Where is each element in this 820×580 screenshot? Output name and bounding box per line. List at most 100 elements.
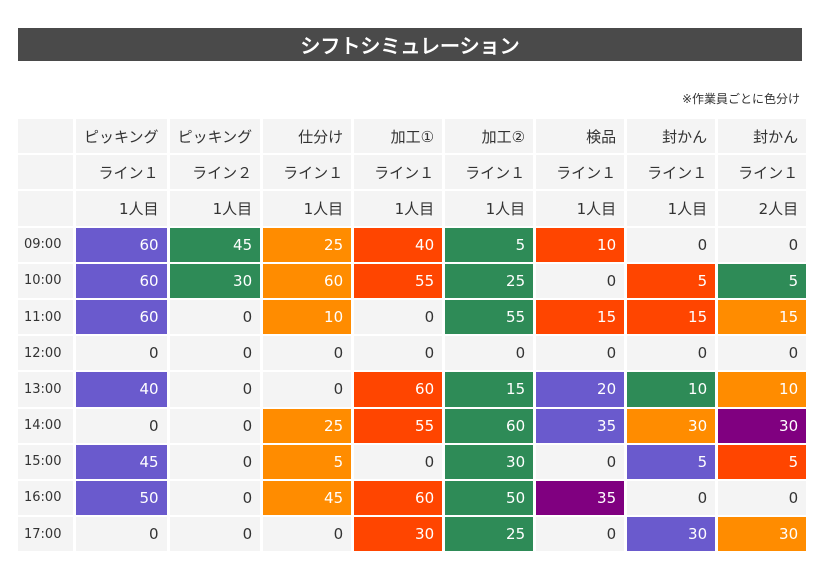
table-row: 09:00 60 45 25 40 5 10 0 0 [18,227,807,262]
minutes-cell: 25 [445,263,534,298]
minutes-cell: 60 [354,480,443,516]
table-row: 10:00 60 30 60 55 25 0 5 5 [18,263,807,298]
minutes-cell: 0 [354,444,443,479]
time-cell: 11:00 [18,299,73,335]
minutes-cell: 0 [627,480,716,516]
minutes-cell: 0 [169,517,261,552]
minutes-cell: 0 [169,408,261,443]
minutes-cell: 0 [169,336,261,371]
minutes-cell: 15 [627,299,716,335]
minutes-cell: 60 [76,227,167,262]
header-worker: 1人目 [263,191,352,226]
header-line: ライン１ [354,155,443,190]
minutes-cell: 60 [354,372,443,407]
minutes-cell: 15 [718,299,807,335]
minutes-cell: 0 [169,299,261,335]
header-task: 封かん [627,119,716,154]
minutes-cell: 30 [169,263,261,298]
header-line: ライン１ [263,155,352,190]
table-row: 15:00 45 0 5 0 30 0 5 5 [18,444,807,479]
minutes-cell: 0 [718,336,807,371]
minutes-cell: 55 [354,263,443,298]
minutes-cell: 10 [263,299,352,335]
time-cell: 13:00 [18,372,73,407]
minutes-cell: 60 [445,408,534,443]
minutes-cell: 55 [354,408,443,443]
header-row-worker: 1人目 1人目 1人目 1人目 1人目 1人目 1人目 2人目 [18,191,807,226]
header-task: ピッキング [76,119,167,154]
time-cell: 15:00 [18,444,73,479]
time-cell: 16:00 [18,480,73,516]
minutes-cell: 10 [718,372,807,407]
header-line: ライン１ [445,155,534,190]
minutes-cell: 60 [76,263,167,298]
header-line: ライン２ [169,155,261,190]
minutes-cell: 0 [76,336,167,371]
minutes-cell: 10 [627,372,716,407]
header-line: ライン１ [627,155,716,190]
minutes-cell: 40 [354,227,443,262]
header-corner [18,155,73,190]
header-line: ライン１ [536,155,625,190]
header-worker: 1人目 [627,191,716,226]
minutes-cell: 10 [536,227,625,262]
header-worker: 1人目 [536,191,625,226]
time-cell: 12:00 [18,336,73,371]
minutes-cell: 0 [536,336,625,371]
minutes-cell: 15 [445,372,534,407]
header-worker: 1人目 [169,191,261,226]
table-row: 17:00 0 0 0 30 25 0 30 30 [18,517,807,552]
minutes-cell: 35 [536,408,625,443]
minutes-cell: 50 [76,480,167,516]
minutes-cell: 30 [354,517,443,552]
minutes-cell: 0 [627,227,716,262]
minutes-cell: 5 [627,263,716,298]
minutes-cell: 30 [445,444,534,479]
minutes-cell: 5 [263,444,352,479]
minutes-cell: 30 [718,517,807,552]
time-cell: 14:00 [18,408,73,443]
minutes-cell: 5 [718,263,807,298]
minutes-cell: 0 [169,372,261,407]
minutes-cell: 60 [263,263,352,298]
color-note: ※作業員ごとに色分け [681,92,800,106]
header-worker: 2人目 [718,191,807,226]
table-row: 13:00 40 0 0 60 15 20 10 10 [18,372,807,407]
header-line: ライン１ [718,155,807,190]
header-worker: 1人目 [76,191,167,226]
header-row-task: ピッキング ピッキング 仕分け 加工① 加工② 検品 封かん 封かん [18,119,807,154]
minutes-cell: 45 [263,480,352,516]
minutes-cell: 30 [627,517,716,552]
minutes-cell: 5 [718,444,807,479]
table-row: 14:00 0 0 25 55 60 35 30 30 [18,408,807,443]
minutes-cell: 0 [536,517,625,552]
minutes-cell: 0 [76,517,167,552]
minutes-cell: 30 [718,408,807,443]
minutes-cell: 0 [169,444,261,479]
minutes-cell: 0 [76,408,167,443]
minutes-cell: 20 [536,372,625,407]
table-row: 16:00 50 0 45 60 50 35 0 0 [18,480,807,516]
minutes-cell: 30 [627,408,716,443]
page-title: シフトシミュレーション [18,28,802,61]
minutes-cell: 0 [536,444,625,479]
minutes-cell: 0 [169,480,261,516]
minutes-cell: 0 [445,336,534,371]
minutes-cell: 0 [263,336,352,371]
shift-table: ピッキング ピッキング 仕分け 加工① 加工② 検品 封かん 封かん ライン１ … [15,117,809,553]
header-task: ピッキング [169,119,261,154]
minutes-cell: 35 [536,480,625,516]
header-task: 加工② [445,119,534,154]
minutes-cell: 60 [76,299,167,335]
header-task: 検品 [536,119,625,154]
minutes-cell: 0 [718,480,807,516]
minutes-cell: 0 [263,517,352,552]
minutes-cell: 40 [76,372,167,407]
time-cell: 09:00 [18,227,73,262]
minutes-cell: 0 [354,299,443,335]
minutes-cell: 25 [263,408,352,443]
minutes-cell: 45 [76,444,167,479]
header-line: ライン１ [76,155,167,190]
header-corner [18,191,73,226]
table-row: 12:00 0 0 0 0 0 0 0 0 [18,336,807,371]
